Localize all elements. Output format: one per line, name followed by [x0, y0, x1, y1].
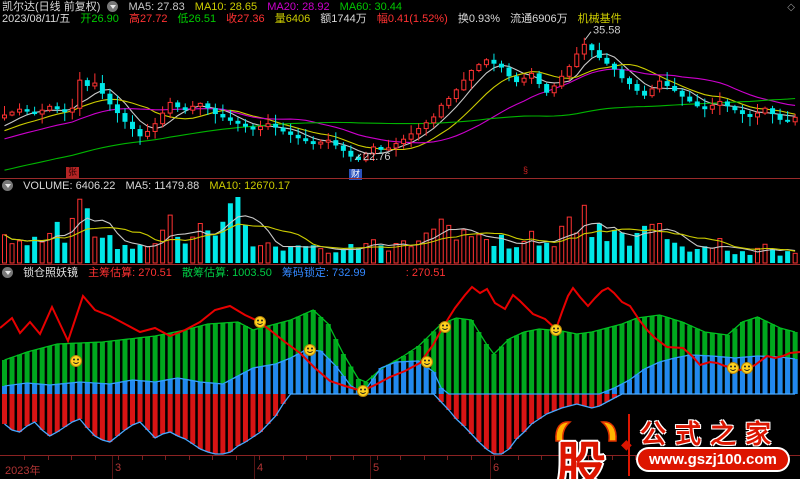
timeline-tick — [565, 456, 566, 460]
ma10-value: MA10: 28.65 — [194, 1, 258, 13]
turnover-value: 换0.93% — [457, 13, 501, 25]
volume-chart[interactable] — [0, 192, 800, 264]
panel-divider-2 — [0, 264, 800, 265]
collapse-volume-icon[interactable] — [2, 180, 13, 191]
smiley-signal-icon — [439, 321, 451, 333]
timeline-tick — [71, 456, 72, 460]
smiley-signal-icon — [741, 362, 753, 374]
low-value: 低26.51 — [177, 13, 217, 25]
indicator-main-chips: 主筹估算: 270.51 — [88, 267, 172, 279]
timeline-tick — [118, 456, 119, 460]
smiley-signal-icon — [70, 355, 82, 367]
main-header-line1: 凯尔达(日线 前复权) MA5: 27.83 MA10: 28.65 MA20:… — [2, 1, 409, 13]
indicator-title: 锁仓照妖镜 — [23, 267, 79, 279]
timeline-month-line — [254, 456, 255, 479]
amount-value: 额1744万 — [320, 13, 367, 25]
watermark-brand: 公式之家 — [640, 420, 781, 449]
timeline-tick — [48, 456, 49, 460]
indicator-header: 锁仓照妖镜 主筹估算: 270.51 散筹估算: 1003.50 筹码锁定: 7… — [2, 267, 452, 279]
float-shares: 流通6906万 — [510, 13, 568, 25]
volume-ma5-value: MA5: 11479.88 — [125, 180, 200, 192]
indicator-chart[interactable] — [0, 284, 800, 455]
watermark-bull-logo: 股 — [550, 418, 622, 479]
event-badge-mid[interactable]: 财 — [349, 169, 363, 180]
timeline-tick — [259, 456, 260, 460]
timeline-tick — [541, 456, 542, 460]
timeline-tick — [400, 456, 401, 460]
timeline-tick — [189, 456, 190, 460]
event-marker-right[interactable]: § — [523, 165, 529, 175]
watermark-divider — [628, 414, 630, 476]
ma20-value: MA20: 28.92 — [267, 1, 330, 13]
event-badge-left[interactable]: 张 — [66, 167, 80, 178]
panel-divider-1 — [0, 178, 800, 179]
industry-tag[interactable]: 机械基件 — [577, 13, 622, 25]
watermark-url: www.gszj100.com — [638, 449, 788, 470]
timeline-tick — [306, 456, 307, 460]
timeline-tick — [236, 456, 237, 460]
smiley-signal-icon — [357, 385, 369, 397]
timeline-tick — [212, 456, 213, 460]
timeline-tick — [635, 456, 636, 460]
smiley-signal-icon — [550, 324, 562, 336]
timeline-label: 2023年 — [5, 465, 41, 477]
timeline-month-line — [370, 456, 371, 479]
indicator-locked-chips: 筹码锁定: 732.99 — [281, 267, 366, 279]
timeline-tick — [165, 456, 166, 460]
watermark: 股 ◆ 公式之家 www.gszj100.com — [550, 412, 798, 479]
collapse-indicator-icon[interactable] — [2, 267, 13, 278]
smiley-signal-icon — [727, 362, 739, 374]
timeline-tick — [471, 456, 472, 460]
timeline-tick — [518, 456, 519, 460]
watermark-diamond-icon: ◆ — [621, 436, 632, 452]
timeline-label: 6 — [493, 462, 500, 474]
close-value: 收27.36 — [226, 13, 265, 25]
smiley-signal-icon — [421, 356, 433, 368]
main-price-chart[interactable]: 35.58 22.76 — [0, 24, 800, 178]
volume-header: VOLUME: 6406.22 MA5: 11479.88 MA10: 1267… — [2, 180, 297, 192]
high-value: 高27.72 — [128, 13, 168, 25]
timeline-tick — [95, 456, 96, 460]
timeline-tick — [24, 456, 25, 460]
timeline-tick — [353, 456, 354, 460]
volume-value: 量6406 — [274, 13, 311, 25]
timeline-label: 3 — [115, 462, 122, 474]
collapse-main-chart-icon[interactable] — [107, 1, 119, 12]
open-value: 开26.90 — [80, 13, 119, 25]
ma5-value: MA5: 27.83 — [128, 1, 185, 13]
indicator-extra-value: : 270.51 — [405, 267, 446, 279]
timeline-month-line — [112, 456, 113, 479]
smiley-signal-icon — [304, 344, 316, 356]
timeline-label: 5 — [373, 462, 380, 474]
volume-label: VOLUME: 6406.22 — [23, 180, 116, 192]
timeline-month-line — [490, 456, 491, 479]
timeline-tick — [588, 456, 589, 460]
date-value: 2023/08/11/五 — [2, 13, 71, 25]
bull-horns-icon — [555, 421, 617, 442]
timeline-tick — [447, 456, 448, 460]
change-value: 幅0.41(1.52%) — [376, 13, 448, 25]
watermark-stock-char: 股 — [556, 438, 606, 479]
smiley-signal-icon — [254, 316, 266, 328]
ma60-value: MA60: 30.44 — [339, 1, 403, 13]
timeline-tick — [494, 456, 495, 460]
stock-title: 凯尔达(日线 前复权) — [2, 1, 101, 13]
timeline-tick — [424, 456, 425, 460]
svg-text:22.76: 22.76 — [363, 151, 391, 163]
corner-diamond-icon[interactable]: ◇ — [787, 2, 795, 13]
indicator-retail-chips: 散筹估算: 1003.50 — [181, 267, 272, 279]
volume-ma10-value: MA10: 12670.17 — [209, 180, 291, 192]
timeline-label: 4 — [257, 462, 264, 474]
timeline-tick — [612, 456, 613, 460]
timeline-tick — [377, 456, 378, 460]
timeline-tick — [330, 456, 331, 460]
main-header-line2: 2023/08/11/五 开26.90 高27.72 低26.51 收27.36… — [2, 13, 629, 25]
timeline-tick — [283, 456, 284, 460]
svg-text:35.58: 35.58 — [593, 25, 621, 37]
timeline-tick — [142, 456, 143, 460]
